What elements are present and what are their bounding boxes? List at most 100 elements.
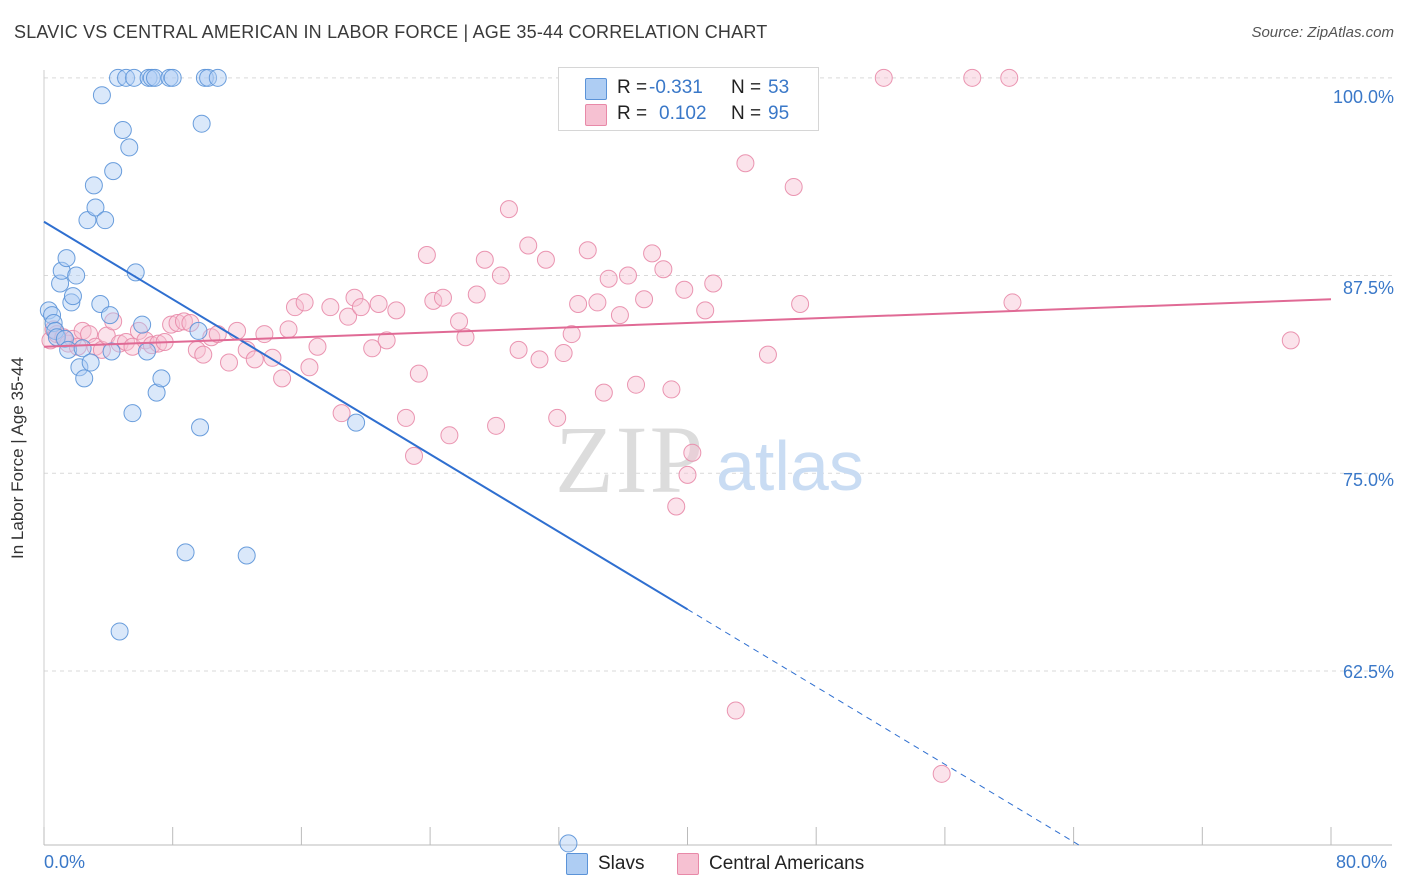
slavic-point bbox=[46, 321, 65, 340]
central-american-point bbox=[363, 339, 382, 358]
slavic-point bbox=[237, 546, 256, 565]
slavic-point bbox=[104, 162, 123, 181]
watermark: ZIP atlas bbox=[555, 406, 864, 513]
central-american-point bbox=[635, 290, 654, 309]
central-american-point bbox=[726, 701, 745, 720]
central-american-point bbox=[351, 298, 370, 317]
n-label: N = bbox=[731, 103, 762, 124]
central-american-point bbox=[487, 416, 506, 435]
central-american-point bbox=[255, 325, 274, 344]
central-american-point bbox=[548, 408, 567, 427]
central-american-point bbox=[627, 375, 646, 394]
central-american-point bbox=[599, 269, 618, 288]
central-american-point bbox=[117, 332, 136, 351]
central-american-point bbox=[667, 497, 686, 516]
central-american-point bbox=[963, 68, 982, 87]
n-value: 53 bbox=[768, 77, 790, 98]
slavic-point bbox=[137, 342, 156, 361]
central-american-point bbox=[220, 353, 239, 372]
r-label: R = bbox=[617, 103, 648, 124]
central-american-point bbox=[332, 404, 351, 423]
x-tick-label-min: 0.0% bbox=[44, 852, 86, 872]
central-american-point bbox=[932, 764, 951, 783]
central-american-point bbox=[1003, 293, 1022, 312]
legend-item-slavs[interactable]: Slavs bbox=[566, 852, 676, 878]
axes bbox=[43, 70, 1392, 846]
n-value: 95 bbox=[768, 103, 790, 124]
slavic-point bbox=[146, 68, 165, 87]
central-american-point bbox=[662, 380, 681, 399]
central-american-point bbox=[295, 293, 314, 312]
slavic-point bbox=[208, 68, 227, 87]
central-american-point bbox=[874, 68, 893, 87]
slavs-swatch bbox=[585, 78, 607, 100]
central-american-point bbox=[285, 298, 304, 317]
central-american-point bbox=[654, 260, 673, 279]
slavic-point bbox=[199, 68, 218, 87]
slavic-point bbox=[86, 198, 105, 217]
central-american-point bbox=[578, 241, 597, 260]
central-american-point bbox=[475, 250, 494, 269]
slavic-point bbox=[152, 369, 171, 388]
central-american-point bbox=[245, 350, 264, 369]
central-american-point bbox=[300, 358, 319, 377]
central-american-point bbox=[377, 331, 396, 350]
central-american-point bbox=[610, 306, 629, 325]
central-american-point bbox=[588, 293, 607, 312]
central-american-point bbox=[594, 383, 613, 402]
correlation-legend: R = -0.331 N = 53 R = 0.102 N = 95 bbox=[558, 67, 819, 131]
central-american-point bbox=[569, 295, 588, 314]
slavs-trend-extension bbox=[687, 608, 1080, 846]
central-american-point bbox=[168, 314, 187, 332]
slavic-point bbox=[133, 315, 152, 334]
central-american-point bbox=[554, 344, 573, 363]
central-american-point bbox=[758, 345, 777, 364]
central-american-point bbox=[174, 312, 193, 331]
central-american-point bbox=[433, 288, 452, 307]
central-american-point bbox=[467, 285, 486, 304]
central-american-point bbox=[321, 298, 340, 317]
central-american-point bbox=[530, 350, 549, 369]
slavic-point bbox=[189, 321, 208, 340]
legend-item-central-americans[interactable]: Central Americans bbox=[677, 852, 897, 878]
watermark-atlas: atlas bbox=[716, 427, 864, 505]
r-value: -0.331 bbox=[649, 77, 703, 98]
central-americans-legend-swatch bbox=[677, 853, 699, 875]
y-tick-label-75: 75.0% bbox=[1342, 470, 1394, 490]
central-american-point bbox=[791, 295, 810, 314]
central-american-point bbox=[704, 274, 723, 293]
slavic-point bbox=[147, 383, 166, 402]
slavs-points bbox=[39, 68, 578, 853]
central-american-point bbox=[456, 328, 475, 347]
central-american-point bbox=[536, 250, 555, 269]
watermark-zip: ZIP bbox=[555, 406, 705, 513]
slavic-point bbox=[110, 622, 129, 641]
r-value: 0.102 bbox=[659, 103, 707, 124]
central-american-point bbox=[562, 325, 581, 344]
central-american-point bbox=[424, 291, 443, 310]
central-american-point bbox=[450, 312, 469, 331]
central-american-point bbox=[784, 177, 803, 196]
slavs-legend-swatch bbox=[566, 853, 588, 875]
central-american-point bbox=[409, 364, 428, 383]
slavic-point bbox=[78, 211, 97, 230]
slavic-point bbox=[125, 68, 144, 87]
slavs-legend-label: Slavs bbox=[598, 853, 645, 874]
central-american-point bbox=[643, 244, 662, 263]
central-american-point bbox=[345, 288, 364, 307]
central-americans-swatch bbox=[585, 104, 607, 126]
central-american-point bbox=[696, 301, 715, 320]
slavs-trend-line bbox=[43, 220, 689, 611]
central-american-point bbox=[1281, 331, 1300, 350]
central-american-point bbox=[683, 443, 702, 462]
central-american-point bbox=[519, 236, 538, 255]
y-tick-label-87-5: 87.5% bbox=[1342, 278, 1394, 298]
central-american-point bbox=[491, 266, 510, 285]
slavic-point bbox=[70, 358, 89, 377]
central-american-point bbox=[675, 280, 694, 299]
central-american-point bbox=[440, 426, 459, 445]
slavic-point bbox=[100, 306, 119, 325]
central-american-point bbox=[273, 369, 292, 388]
slavic-point bbox=[62, 293, 81, 312]
